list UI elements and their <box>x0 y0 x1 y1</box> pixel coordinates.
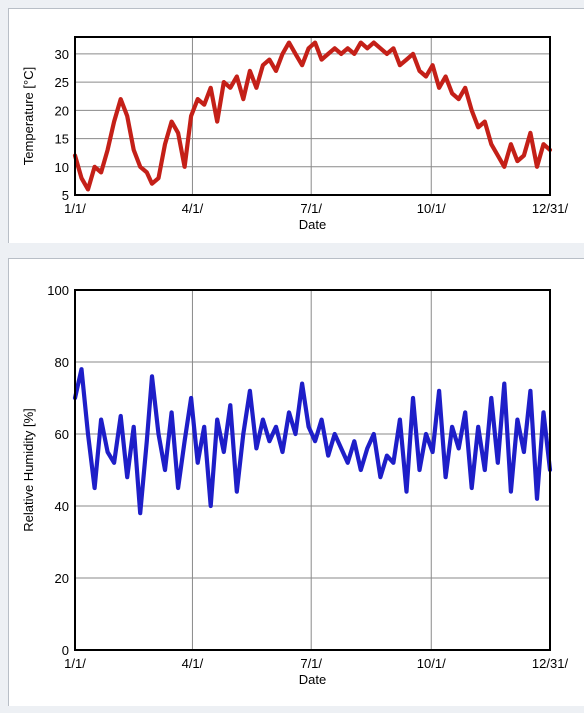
temp-y-tick-label: 5 <box>62 188 69 203</box>
rh-x-tick-label: 10/1/ <box>417 656 446 671</box>
temp-y-tick-label: 10 <box>55 160 69 175</box>
temp-y-tick-label: 30 <box>55 47 69 62</box>
temp-x-tick-label: 7/1/ <box>300 201 322 216</box>
temp-plot-frame <box>74 36 551 196</box>
rh-y-tick-label: 40 <box>55 499 69 514</box>
rh-series-line <box>72 367 553 516</box>
temp-y-tick-label: 25 <box>55 75 69 90</box>
temp-y-tick-label: 15 <box>55 132 69 147</box>
temp-x-tick-label: 12/31/ <box>532 201 569 216</box>
temp-y-axis-label: Temperature [°C] <box>21 67 36 165</box>
temperature-chart: 5 10 15 20 25 30 1/1/4/1/7/1/10/1/12/31/Date Te… <box>21 36 569 232</box>
rh-x-tick-label: 12/31/ <box>532 656 569 671</box>
temp-x-axis-label: Date <box>299 217 326 232</box>
rh-x-tick-label: 1/1/ <box>64 656 86 671</box>
rh-y-tick-label: 80 <box>55 355 69 370</box>
rh-plot-frame <box>74 289 551 651</box>
rh-y-axis-label: Relative Humidity [%] <box>21 408 36 532</box>
temp-x-tick-label: 4/1/ <box>182 201 204 216</box>
rh-x-axis-label: Date <box>299 672 326 687</box>
temp-y-tick-label: 20 <box>55 103 69 118</box>
rh-y-tick-label: 100 <box>47 283 69 298</box>
rh-y-tick-label: 20 <box>55 571 69 586</box>
rh-y-tick-label: 60 <box>55 427 69 442</box>
temp-x-tick-label: 10/1/ <box>417 201 446 216</box>
temp-plot-area <box>75 37 550 195</box>
temp-x-tick-label: 1/1/ <box>64 201 86 216</box>
rh-y-tick-label: 0 <box>62 643 69 658</box>
temp-series-line <box>72 40 553 192</box>
humidity-chart: 0 20 40 60 80 100 1/1/4/1/7/1/10/1/12/31/Date R… <box>21 283 569 687</box>
humidity-chart-panel: 0 20 40 60 80 100 1/1/4/1/7/1/10/1/12/31/Date R… <box>8 258 584 706</box>
rh-x-tick-label: 4/1/ <box>182 656 204 671</box>
rh-x-tick-label: 7/1/ <box>300 656 322 671</box>
temperature-chart-panel: 5 10 15 20 25 30 1/1/4/1/7/1/10/1/12/31/Date Te… <box>8 8 584 243</box>
